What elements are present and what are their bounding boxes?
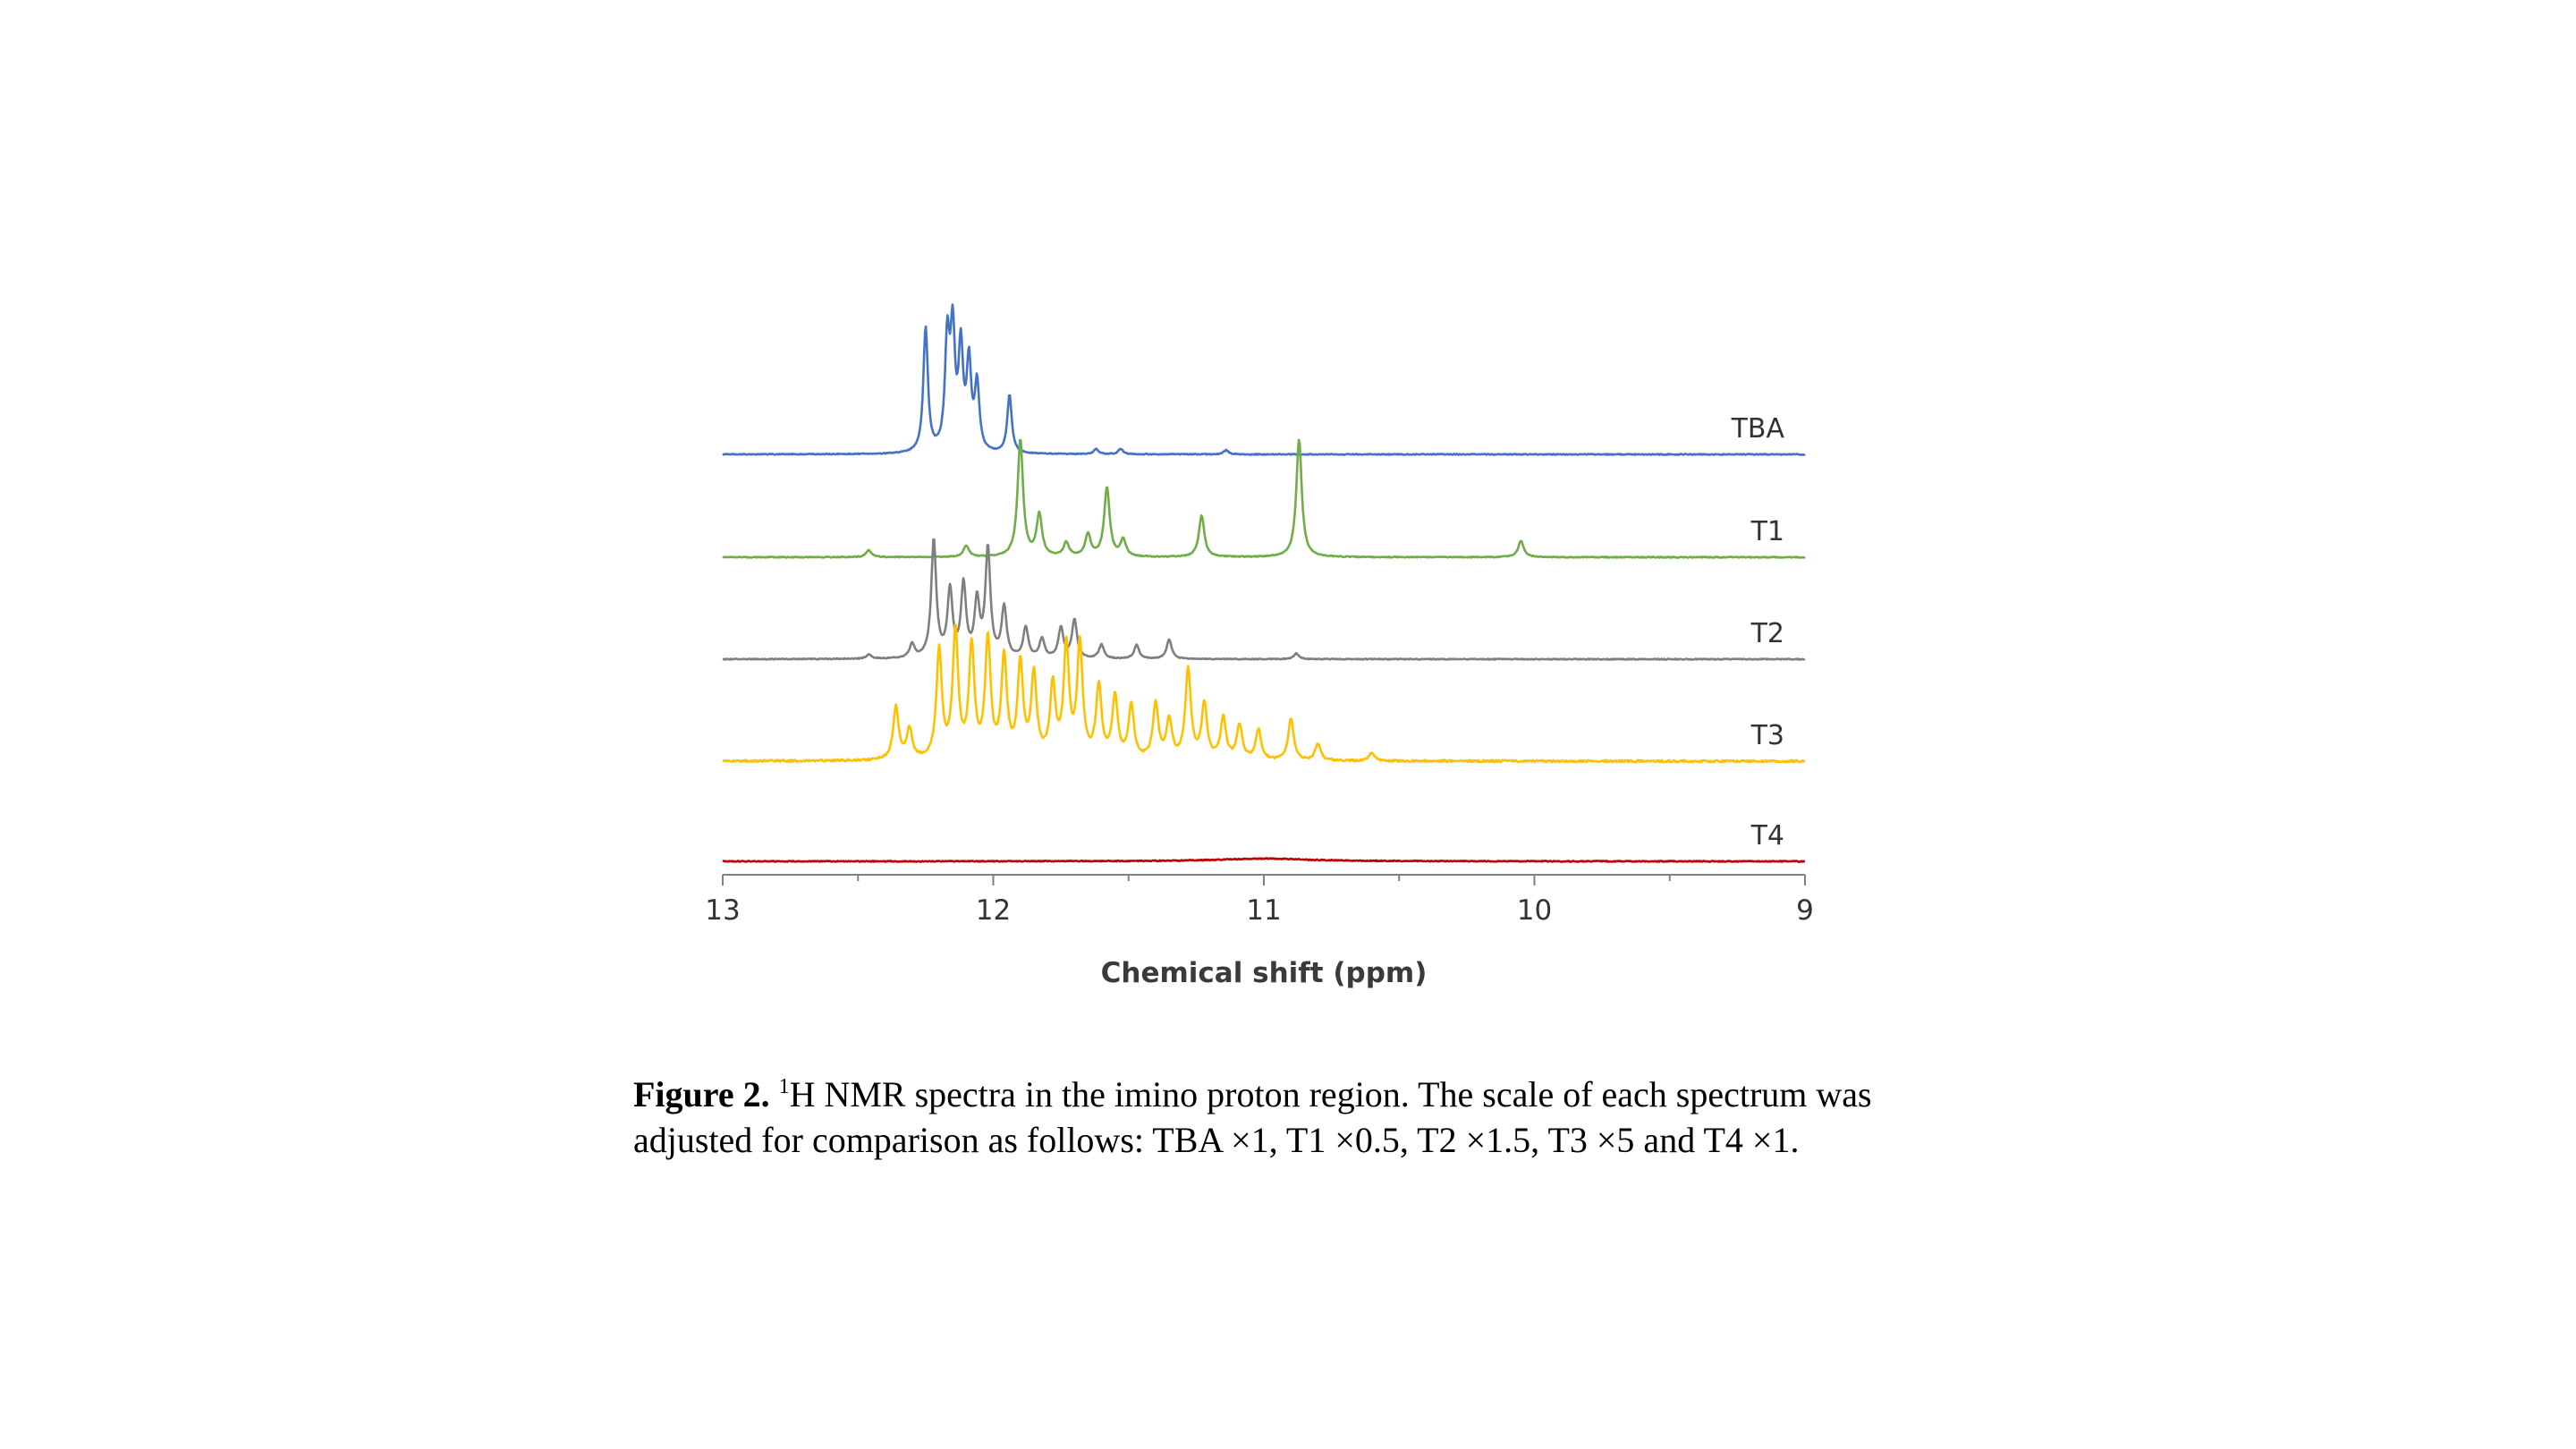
series-label-t1: T1 [1750, 516, 1784, 547]
trace-t2 [722, 538, 1806, 661]
trace-tba [722, 303, 1806, 456]
x-tick-label-13: 13 [705, 894, 740, 927]
caption-text: H NMR spectra in the imino proton region… [633, 1074, 1872, 1160]
series-labels: TBA T1 T2 T3 T4 [1731, 413, 1785, 852]
x-tick-label-10: 10 [1517, 894, 1552, 927]
series-label-t2: T2 [1750, 618, 1784, 649]
x-tick-label-12: 12 [976, 894, 1011, 927]
series-label-tba: TBA [1731, 413, 1785, 445]
trace-t4 [722, 857, 1806, 863]
series-label-t3: T3 [1750, 720, 1784, 751]
x-axis: 13 12 11 10 9 [705, 874, 1814, 927]
spectrum-traces [722, 303, 1806, 863]
trace-t3 [722, 623, 1806, 764]
series-label-t4: T4 [1750, 820, 1784, 852]
figure-label: Figure 2. [633, 1074, 770, 1114]
x-tick-label-9: 9 [1796, 894, 1814, 927]
x-axis-title: Chemical shift (ppm) [1101, 957, 1428, 989]
caption-superscript: 1 [778, 1075, 790, 1098]
figure-caption: Figure 2. 1H NMR spectra in the imino pr… [633, 1072, 1975, 1163]
trace-t1 [722, 438, 1806, 559]
x-tick-label-11: 11 [1246, 894, 1281, 927]
